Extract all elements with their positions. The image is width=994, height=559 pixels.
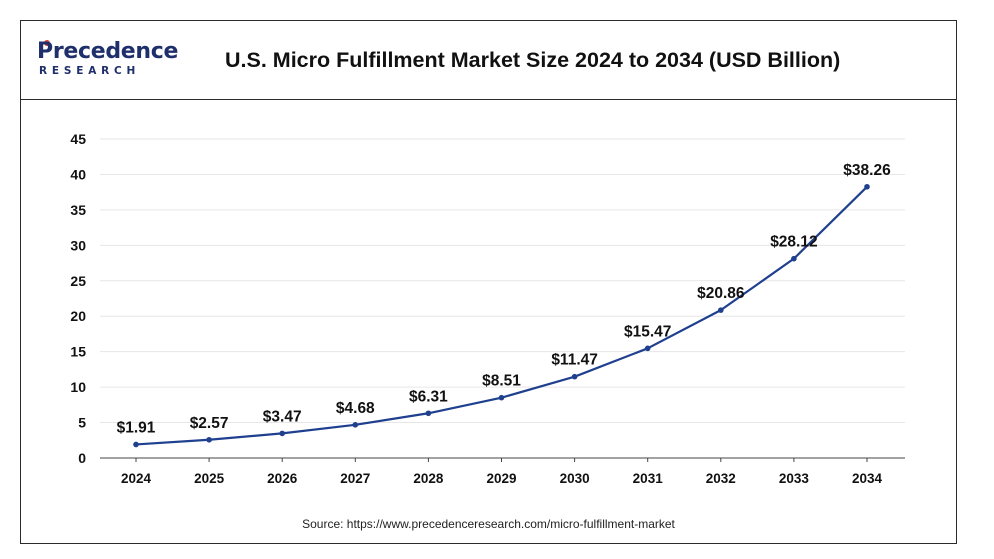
y-tick-label: 25 bbox=[70, 273, 86, 289]
data-point bbox=[133, 441, 139, 448]
data-point bbox=[644, 345, 651, 352]
data-point bbox=[571, 373, 578, 380]
data-point bbox=[425, 410, 432, 417]
data-point bbox=[791, 255, 797, 262]
data-label: $3.47 bbox=[263, 408, 302, 425]
precedence-research-logo: Precedence RESEARCH bbox=[37, 39, 179, 81]
logo-accent-dot bbox=[44, 40, 50, 46]
y-tick-label: 45 bbox=[70, 131, 86, 147]
x-tick-label: 2032 bbox=[706, 471, 736, 486]
x-tick-label: 2024 bbox=[121, 471, 152, 486]
data-point bbox=[498, 394, 505, 401]
data-point bbox=[206, 436, 212, 443]
data-point bbox=[279, 430, 286, 437]
data-label: $6.31 bbox=[409, 388, 448, 405]
x-tick-label: 2031 bbox=[633, 471, 664, 486]
y-tick-label: 15 bbox=[70, 344, 86, 360]
y-tick-label: 10 bbox=[70, 379, 86, 395]
data-label: $2.57 bbox=[190, 415, 229, 432]
data-point bbox=[352, 422, 359, 428]
series-line bbox=[135, 185, 868, 446]
chart-title: U.S. Micro Fulfillment Market Size 2024 … bbox=[225, 48, 841, 72]
y-tick-label: 35 bbox=[70, 202, 86, 218]
data-point bbox=[718, 307, 724, 313]
data-label: $15.47 bbox=[624, 323, 671, 340]
data-label: $28.12 bbox=[770, 234, 817, 251]
y-tick-label: 40 bbox=[70, 166, 86, 182]
x-tick-label: 2029 bbox=[486, 471, 516, 486]
x-tick-label: 2034 bbox=[852, 471, 883, 486]
source-text: Source: https://www.precedenceresearch.c… bbox=[302, 517, 675, 531]
data-label: $8.51 bbox=[482, 373, 521, 390]
data-label: $11.47 bbox=[551, 352, 598, 369]
data-label: $1.91 bbox=[117, 419, 156, 436]
logo-wordmark-top: Precedence bbox=[37, 39, 179, 64]
logo-wordmark-bottom: RESEARCH bbox=[39, 65, 141, 77]
y-tick-label: 5 bbox=[78, 415, 86, 431]
data-label: $38.26 bbox=[843, 162, 891, 179]
y-tick-label: 20 bbox=[70, 308, 86, 324]
x-tick-label: 2027 bbox=[340, 471, 370, 486]
x-tick-label: 2025 bbox=[194, 471, 225, 486]
data-point bbox=[864, 183, 870, 190]
data-label: $4.68 bbox=[336, 400, 375, 417]
x-tick-label: 2026 bbox=[267, 471, 298, 486]
y-tick-label: 0 bbox=[78, 450, 86, 466]
x-tick-label: 2033 bbox=[779, 471, 810, 486]
y-tick-label: 30 bbox=[70, 237, 86, 253]
data-label: $20.86 bbox=[697, 285, 745, 302]
x-tick-label: 2030 bbox=[560, 471, 590, 486]
chart-frame: Precedence RESEARCH U.S. Micro Fulfillme… bbox=[20, 20, 957, 544]
x-tick-label: 2028 bbox=[413, 471, 444, 486]
chart-header: Precedence RESEARCH U.S. Micro Fulfillme… bbox=[21, 21, 956, 100]
